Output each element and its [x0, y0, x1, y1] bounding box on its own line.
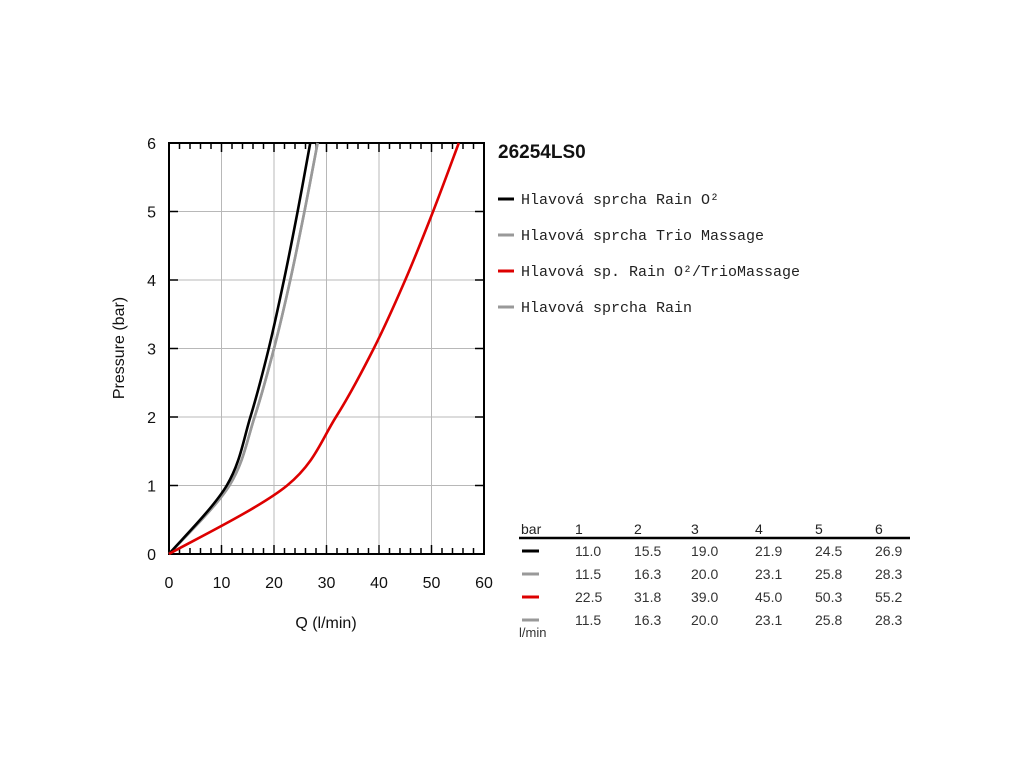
- table-cell: 25.8: [815, 566, 842, 582]
- y-tick-label: 0: [147, 547, 156, 564]
- table-cell: 20.0: [691, 612, 718, 628]
- table-cell: 19.0: [691, 543, 718, 559]
- x-tick-label: 30: [318, 575, 336, 592]
- y-tick-label: 4: [147, 273, 156, 290]
- table-cell: 24.5: [815, 543, 842, 559]
- table-cell: 20.0: [691, 566, 718, 582]
- table-cell: 22.5: [575, 589, 602, 605]
- table-cell: 28.3: [875, 612, 902, 628]
- table-cell: 28.3: [875, 566, 902, 582]
- table-cell: 45.0: [755, 589, 782, 605]
- x-tick-label: 40: [370, 575, 388, 592]
- series-line-4: [168, 142, 319, 555]
- series-line-1: [168, 142, 312, 555]
- grid: [169, 143, 484, 554]
- x-tick-label: 0: [165, 575, 174, 592]
- x-tick-label: 60: [475, 575, 493, 592]
- table-unit-bar: bar: [521, 521, 542, 537]
- y-tick-label: 3: [147, 342, 156, 359]
- x-tick-label: 20: [265, 575, 283, 592]
- legend-label: Hlavová sprcha Trio Massage: [521, 228, 764, 245]
- tick-labels: 0 10 20 30 40 50 60 0 1 2 3 4 5 6: [147, 136, 493, 592]
- table-header-pressure: 5: [815, 521, 823, 537]
- table-cell: 39.0: [691, 589, 718, 605]
- table-cell: 23.1: [755, 612, 782, 628]
- x-tick-label: 50: [423, 575, 441, 592]
- y-tick-label: 2: [147, 410, 156, 427]
- plot-frame: [168, 142, 485, 555]
- table-cell: 23.1: [755, 566, 782, 582]
- table-cell: 16.3: [634, 566, 661, 582]
- table-cell: 50.3: [815, 589, 842, 605]
- legend-label: Hlavová sprcha Rain O²: [521, 192, 719, 209]
- table-cell: 11.0: [575, 543, 601, 559]
- series-lines: [168, 142, 461, 556]
- y-tick-label: 6: [147, 136, 156, 153]
- table-unit-lmin: l/min: [519, 625, 546, 640]
- chart-title: 26254LS0: [498, 142, 586, 163]
- table-header-pressure: 4: [755, 521, 763, 537]
- table-cell: 31.8: [634, 589, 661, 605]
- table-cell: 11.5: [575, 612, 601, 628]
- x-tick-label: 10: [213, 575, 231, 592]
- table-cell: 11.5: [575, 566, 601, 582]
- table-header-pressure: 3: [691, 521, 699, 537]
- y-tick-label: 5: [147, 205, 156, 222]
- x-axis-title: Q (l/min): [295, 615, 356, 632]
- series-line-3: [168, 142, 461, 556]
- table-cell: 21.9: [755, 543, 782, 559]
- y-tick-label: 1: [147, 479, 156, 496]
- table-cell: 15.5: [634, 543, 661, 559]
- table-cell: 25.8: [815, 612, 842, 628]
- legend-label: Hlavová sp. Rain O²/TrioMassage: [521, 264, 800, 281]
- y-axis-title: Pressure (bar): [111, 297, 128, 399]
- legend-label: Hlavová sprcha Rain: [521, 300, 692, 317]
- table-header-pressure: 2: [634, 521, 642, 537]
- table-header-pressure: 1: [575, 521, 583, 537]
- table-cell: 55.2: [875, 589, 902, 605]
- flow-table: bar 1 2 3 4 5 6 11.0 15.5 19.0 21.9 24.5 26.9 11.5 16.…: [519, 521, 910, 640]
- table-header-pressure: 6: [875, 521, 883, 537]
- table-cell: 16.3: [634, 612, 661, 628]
- legend: Hlavová sprcha Rain O² Hlavová sprcha Tri…: [498, 192, 800, 317]
- table-cell: 26.9: [875, 543, 902, 559]
